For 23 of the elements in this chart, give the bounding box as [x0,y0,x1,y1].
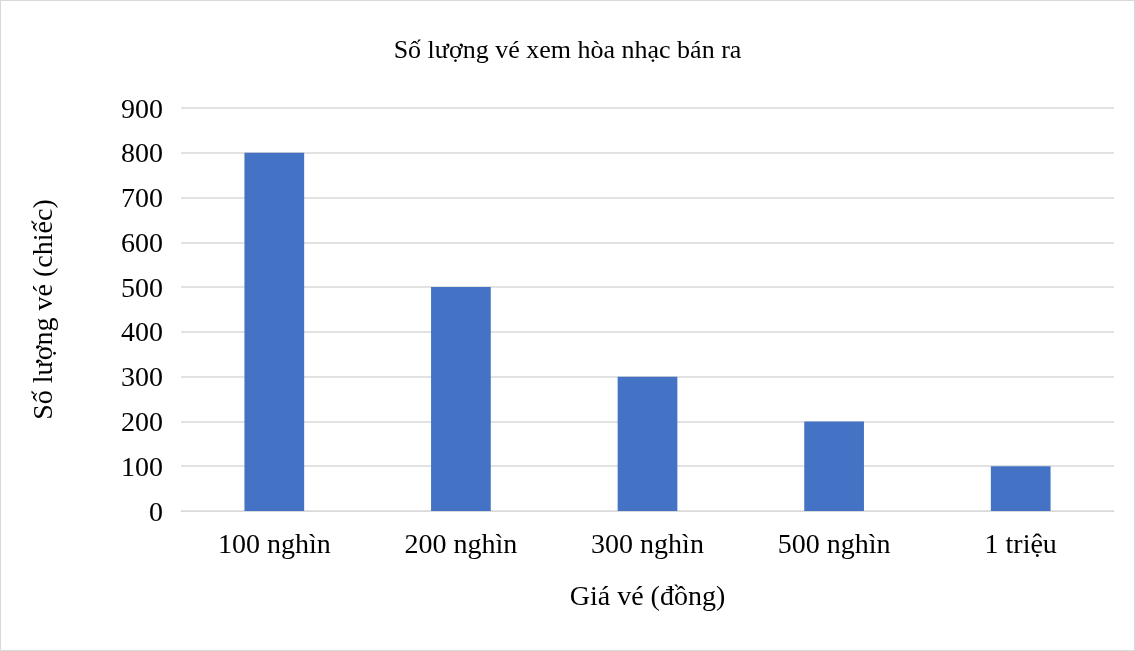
x-tick-label: 1 triệu [984,527,1057,559]
x-tick-label: 200 nghìn [404,527,518,559]
x-tick-label: 300 nghìn [591,527,704,559]
x-axis-title: Giá vé (đồng) [569,579,726,611]
x-tick-label: 500 nghìn [777,527,891,559]
y-tick-label: 100 [121,450,163,482]
y-tick-label: 800 [121,137,163,169]
y-tick-label: 300 [121,361,163,393]
y-tick-label: 900 [121,92,163,124]
y-tick-label: 400 [121,316,163,348]
y-axis-title: Số lượng vé (chiếc) [26,199,58,420]
bar [244,152,305,511]
x-tick-label: 100 nghìn [217,527,331,559]
y-tick-label: 0 [149,495,163,527]
bar [804,421,864,511]
bar [990,466,1051,511]
bar [617,376,678,511]
bar [431,287,491,511]
chart-title: Số lượng vé xem hòa nhạc bán ra [393,34,742,64]
y-tick-label: 700 [121,182,163,214]
y-tick-label: 600 [121,226,163,258]
y-tick-label: 200 [121,405,163,437]
y-tick-label: 500 [121,271,163,303]
